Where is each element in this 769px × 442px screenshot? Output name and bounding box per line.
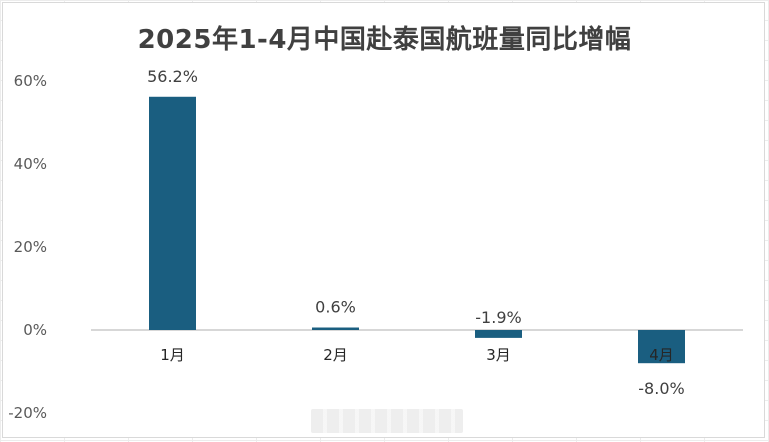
y-tick-label: 0% bbox=[23, 321, 47, 339]
y-tick-label: 60% bbox=[14, 72, 47, 90]
x-category-label: 2月 bbox=[323, 346, 348, 364]
bar bbox=[638, 330, 685, 364]
bar bbox=[149, 96, 196, 331]
x-category-label: 4月 bbox=[649, 346, 674, 364]
x-category-label: 3月 bbox=[486, 346, 511, 364]
chart-area[interactable]: 2025年1-4月中国赴泰国航班量同比增幅 60% 40% 20% 0% -20% 1月 5… bbox=[2, 2, 765, 438]
data-label: -1.9% bbox=[475, 308, 521, 327]
data-label: 0.6% bbox=[315, 298, 356, 317]
y-tick-label: 20% bbox=[14, 238, 47, 256]
bar bbox=[475, 330, 522, 338]
y-tick-label: -20% bbox=[8, 404, 47, 422]
x-category-label: 1月 bbox=[160, 346, 185, 364]
data-label: -8.0% bbox=[638, 379, 684, 398]
bar bbox=[312, 327, 359, 330]
data-label: 56.2% bbox=[147, 67, 198, 86]
watermark bbox=[311, 409, 463, 433]
chart-plot: 60% 40% 20% 0% -20% 1月 56.2% 2月 0.6% 3月 -1.9% 4月 -8.… bbox=[8, 67, 743, 422]
y-tick-label: 40% bbox=[14, 155, 47, 173]
chart-title: 2025年1-4月中国赴泰国航班量同比增幅 bbox=[137, 25, 632, 55]
